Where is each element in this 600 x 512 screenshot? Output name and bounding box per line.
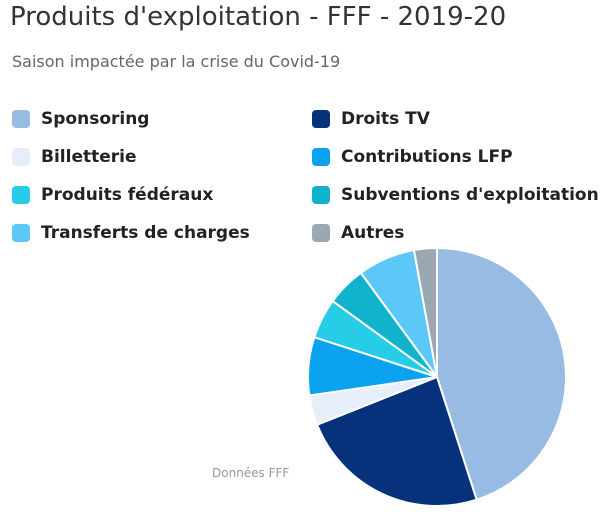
legend-item-contributions-lfp[interactable]: Contributions LFP bbox=[312, 142, 513, 172]
pie-slice-autres[interactable] bbox=[412, 246, 438, 378]
legend-label: Billetterie bbox=[41, 147, 137, 167]
legend-item-droits-tv[interactable]: Droits TV bbox=[312, 104, 430, 134]
legend-item-produits-federaux[interactable]: Produits fédéraux bbox=[12, 180, 213, 210]
legend-label: Autres bbox=[341, 223, 405, 243]
legend-swatch bbox=[312, 110, 330, 128]
legend-item-subventions-exploitation[interactable]: Subventions d'exploitation bbox=[312, 180, 599, 210]
legend-label: Subventions d'exploitation bbox=[341, 185, 599, 205]
legend-swatch bbox=[12, 148, 30, 166]
legend-swatch bbox=[312, 148, 330, 166]
legend-swatch bbox=[12, 186, 30, 204]
legend-label: Contributions LFP bbox=[341, 147, 513, 167]
pie-slice-sponsoring[interactable] bbox=[436, 247, 567, 501]
legend-item-sponsoring[interactable]: Sponsoring bbox=[12, 104, 149, 134]
legend-label: Transferts de charges bbox=[41, 223, 250, 243]
chart-subtitle: Saison impactée par la crise du Covid-19 bbox=[12, 52, 341, 71]
legend-swatch bbox=[312, 224, 330, 242]
credits[interactable]: Données FFF bbox=[212, 466, 290, 480]
legend-swatch bbox=[312, 186, 330, 204]
legend-label: Sponsoring bbox=[41, 109, 150, 129]
legend: Sponsoring Droits TV Billetterie Contrib… bbox=[12, 104, 600, 264]
chart-title: Produits d'exploitation - FFF - 2019-20 bbox=[10, 2, 507, 32]
legend-item-billetterie[interactable]: Billetterie bbox=[12, 142, 137, 172]
legend-label: Droits TV bbox=[341, 109, 430, 129]
legend-label: Produits fédéraux bbox=[41, 185, 214, 205]
legend-swatch bbox=[12, 224, 30, 242]
legend-swatch bbox=[12, 110, 30, 128]
legend-item-transferts-charges[interactable]: Transferts de charges bbox=[12, 218, 250, 248]
legend-item-autres[interactable]: Autres bbox=[312, 218, 404, 248]
